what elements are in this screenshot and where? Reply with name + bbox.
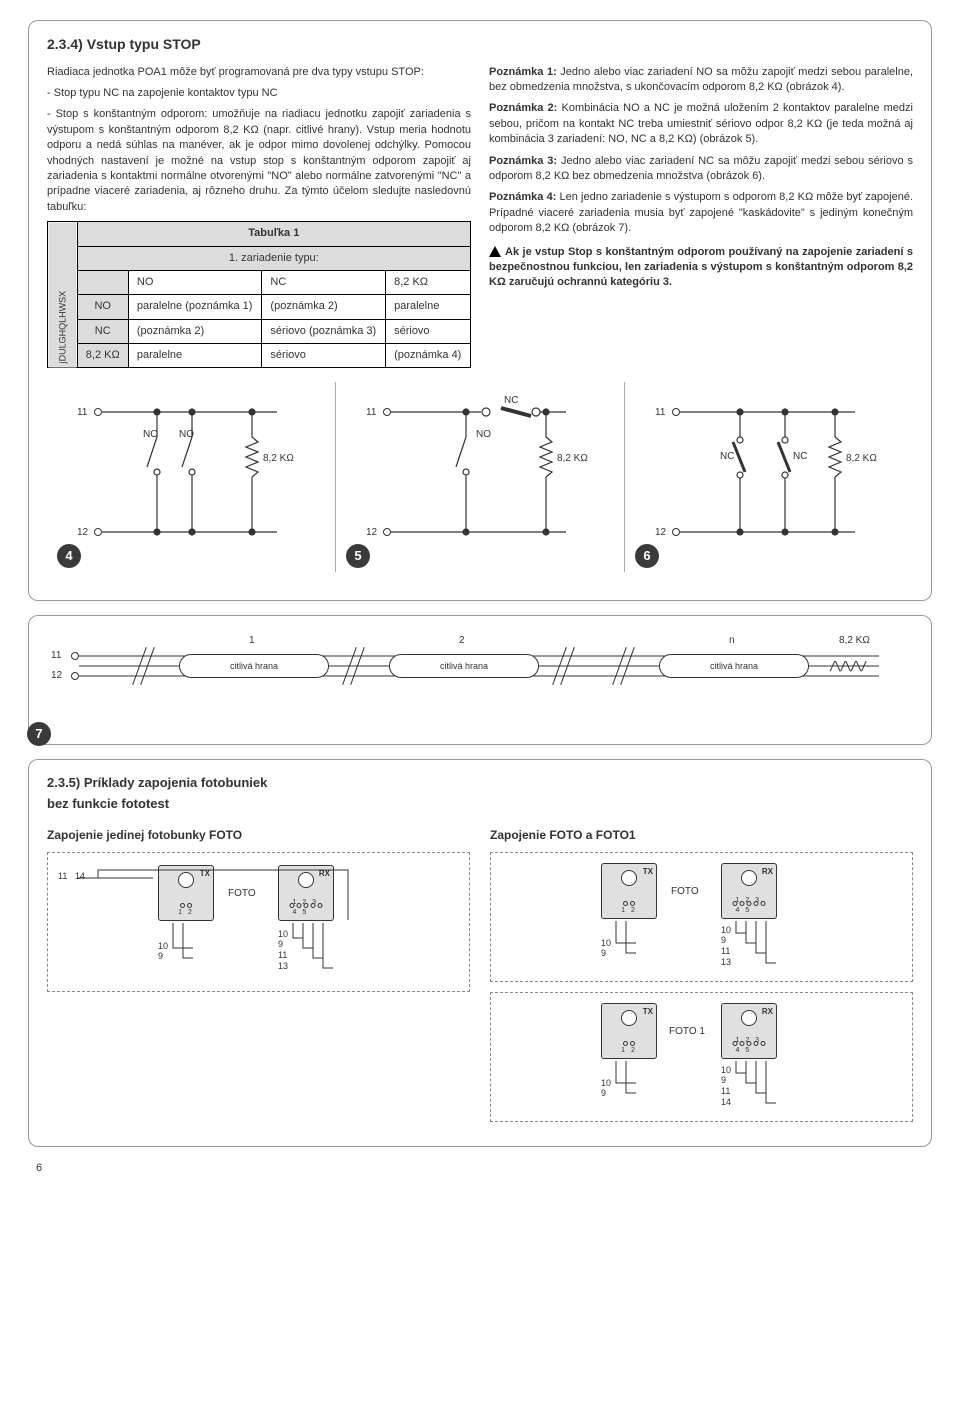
para: - Stop typu NC na zapojenie kontaktov ty…: [47, 86, 471, 101]
circuit-diagram-4: 11 12 NO NO 8,2 KΩ 4: [47, 382, 336, 572]
th: 8,2 KΩ: [386, 270, 471, 294]
terminal-11: 11: [51, 649, 61, 663]
photocell-left: Zapojenie jedinej fotobunky FOTO 11 14 T…: [47, 827, 470, 1132]
resistor-label: 8,2 KΩ: [839, 634, 870, 648]
label-2: 2: [459, 634, 465, 648]
warning-text: Ak je vstup Stop s konštantným odporom p…: [489, 245, 913, 291]
circuit-svg: [47, 382, 347, 572]
label-nc: NC: [720, 450, 734, 464]
right-heading: Zapojenie FOTO a FOTO1: [490, 827, 913, 844]
page-number: 6: [36, 1161, 932, 1176]
td: (poznámka 4): [386, 344, 471, 368]
wiring-svg: [48, 853, 468, 993]
terminal-12: 12: [366, 526, 377, 540]
label-no: NO: [143, 428, 158, 442]
two-column-text: Riadiaca jednotka POA1 môže byť programo…: [47, 65, 913, 369]
circuit-svg: [625, 382, 925, 572]
td: paralelne: [128, 344, 262, 368]
td: NC: [77, 319, 128, 343]
label-nc: NC: [504, 394, 518, 408]
table-subcaption: 1. zariadenie typu:: [77, 246, 470, 270]
resistor-label: 8,2 KΩ: [557, 452, 588, 466]
resistor-label: 8,2 KΩ: [846, 452, 877, 466]
note-4: Poznámka 4: Len jedno zariadenie s výstu…: [489, 190, 913, 236]
terminal-12: 12: [77, 526, 88, 540]
label-no: NO: [476, 428, 491, 442]
label-no: NO: [179, 428, 194, 442]
left-heading: Zapojenie jedinej fotobunky FOTO: [47, 827, 470, 844]
para: Riadiaca jednotka POA1 môže byť programo…: [47, 65, 471, 80]
slash-icon: [619, 646, 643, 686]
circuit-diagram-5: 11 12 NC NO 8,2 KΩ 5: [336, 382, 625, 572]
td: (poznámka 2): [262, 295, 386, 319]
left-column: Riadiaca jednotka POA1 môže byť programo…: [47, 65, 471, 369]
table-side-label: jDULGHQLHWSX: [48, 222, 78, 368]
sensitive-edge-bar: citlivá hrana: [389, 654, 539, 678]
terminal-11: 11: [77, 406, 87, 420]
photocell-right: Zapojenie FOTO a FOTO1 TX 1 2 FOTO RX 1 …: [490, 827, 913, 1132]
slash-icon: [139, 646, 163, 686]
diagram-number-7: 7: [27, 722, 51, 746]
section-235-title-1: 2.3.5) Príklady zapojenia fotobuniek: [47, 774, 913, 792]
label-nc: NC: [793, 450, 807, 464]
slash-icon: [559, 646, 583, 686]
warning-icon: [489, 246, 501, 257]
slash-icon: [349, 646, 373, 686]
para: - Stop s konštantným odporom: umožňuje n…: [47, 107, 471, 215]
section-235-title-2: bez funkcie fototest: [47, 795, 913, 813]
table-caption: Tabuľka 1: [77, 222, 470, 246]
wiring-svg: [491, 993, 911, 1123]
td: paralelne (poznámka 1): [128, 295, 262, 319]
section-235: 2.3.5) Príklady zapojenia fotobuniek bez…: [28, 759, 932, 1146]
terminal-12: 12: [655, 526, 666, 540]
right-column: Poznámka 1: Jedno alebo viac zariadení N…: [489, 65, 913, 369]
diagram-row-456: 11 12 NO NO 8,2 KΩ 4: [47, 382, 913, 572]
section-234-title: 2.3.4) Vstup typu STOP: [47, 35, 913, 55]
resistor-label: 8,2 KΩ: [263, 452, 294, 466]
wiring-foto: 11 14 TX 1 2 FOTO RX 1 2 3 4 5 10 9 10 9…: [47, 852, 470, 992]
terminal-11: 11: [655, 406, 665, 420]
sensitive-edge-bar: citlivá hrana: [179, 654, 329, 678]
td: NO: [77, 295, 128, 319]
circuit-svg: [336, 382, 636, 572]
th: NC: [262, 270, 386, 294]
wiring-foto1-bottom: TX 1 2 FOTO 1 RX 1 2 3 4 5 10 9 10 9 11 …: [490, 992, 913, 1122]
td: 8,2 KΩ: [77, 344, 128, 368]
td: sériovo: [386, 319, 471, 343]
th: [77, 270, 128, 294]
th: NO: [128, 270, 262, 294]
terminal-12: 12: [51, 669, 62, 683]
note-3: Poznámka 3: Jedno alebo viac zariadení N…: [489, 154, 913, 185]
label-n: n: [729, 634, 735, 648]
sensitive-edge-bar: citlivá hrana: [659, 654, 809, 678]
circuit-diagram-6: 11 12 NC NC 8,2 KΩ 6: [625, 382, 913, 572]
td: paralelne: [386, 295, 471, 319]
table-1: jDULGHQLHWSX Tabuľka 1 1. zariadenie typ…: [47, 221, 471, 368]
photocell-row: Zapojenie jedinej fotobunky FOTO 11 14 T…: [47, 827, 913, 1132]
td: sériovo (poznámka 3): [262, 319, 386, 343]
note-2: Poznámka 2: Kombinácia NO a NC je možná …: [489, 101, 913, 147]
terminal-11: 11: [366, 406, 376, 420]
circuit-diagram-7: 11 12 citlivá hrana 1 citlivá hrana 2 ci…: [28, 615, 932, 745]
td: sériovo: [262, 344, 386, 368]
resistor-icon: /\/\/\/: [829, 658, 866, 675]
section-234: 2.3.4) Vstup typu STOP Riadiaca jednotka…: [28, 20, 932, 601]
note-1: Poznámka 1: Jedno alebo viac zariadení N…: [489, 65, 913, 96]
label-1: 1: [249, 634, 255, 648]
td: (poznámka 2): [128, 319, 262, 343]
wiring-svg: [491, 853, 911, 983]
wiring-foto-top: TX 1 2 FOTO RX 1 2 3 4 5 10 9 10 9 11 13: [490, 852, 913, 982]
